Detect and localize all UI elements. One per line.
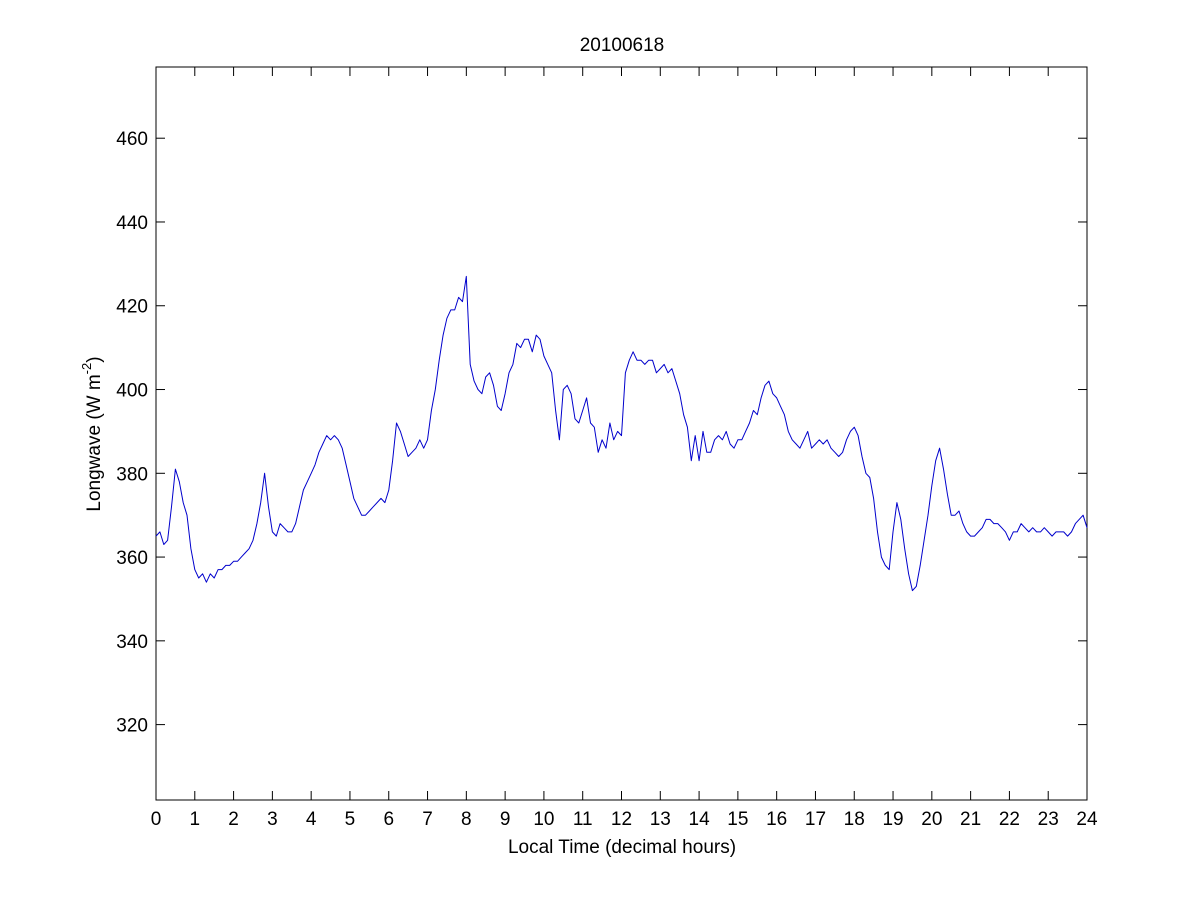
- x-tick-label: 3: [267, 809, 278, 830]
- y-tick-label: 360: [116, 548, 148, 569]
- y-axis-label-main: Longwave (W m: [84, 374, 105, 511]
- x-tick-label: 17: [805, 809, 826, 830]
- x-tick-label: 4: [306, 809, 317, 830]
- x-tick-label: 11: [573, 809, 593, 830]
- y-tick-label: 340: [116, 632, 148, 653]
- x-tick-label: 6: [383, 809, 394, 830]
- y-tick-label: 400: [116, 381, 148, 402]
- x-tick-label: 7: [422, 809, 433, 830]
- y-tick-label: 440: [116, 213, 148, 234]
- y-axis-label-superscript: -2: [79, 363, 94, 375]
- x-tick-label: 15: [727, 809, 748, 830]
- y-tick-label: 320: [116, 716, 148, 737]
- x-tick-label: 24: [1076, 809, 1098, 830]
- x-tick-label: 12: [611, 809, 632, 830]
- x-tick-label: 13: [650, 809, 671, 830]
- x-tick-label: 5: [345, 809, 356, 830]
- x-tick-label: 2: [228, 809, 239, 830]
- x-tick-label: 19: [882, 809, 903, 830]
- y-tick-label: 380: [116, 464, 148, 485]
- y-tick-label: 460: [116, 129, 148, 150]
- x-tick-label: 23: [1038, 809, 1059, 830]
- x-tick-label: 20: [921, 809, 942, 830]
- x-tick-label: 16: [766, 809, 787, 830]
- x-tick-label: 8: [461, 809, 472, 830]
- y-axis-label-close: ): [84, 356, 105, 362]
- y-tick-label: 420: [116, 297, 148, 318]
- x-axis-label: Local Time (decimal hours): [508, 837, 736, 858]
- x-tick-label: 21: [960, 809, 981, 830]
- x-tick-label: 18: [844, 809, 865, 830]
- x-tick-label: 1: [190, 809, 201, 830]
- series-line: [155, 275, 1088, 592]
- x-tick-label: 0: [151, 809, 162, 830]
- x-tick-label: 10: [533, 809, 554, 830]
- chart-title: 20100618: [580, 35, 665, 56]
- x-tick-label: 22: [999, 809, 1020, 830]
- x-tick-label: 14: [689, 809, 711, 830]
- plot-area: 0 1 2 3 4 5 6 7 8 9 10 11 12 13 14 15 16 17 18 19 20 21 22 23 24…: [116, 66, 1098, 830]
- y-axis-label: Longwave (W m-2): [79, 356, 105, 511]
- x-tick-label: 9: [500, 809, 511, 830]
